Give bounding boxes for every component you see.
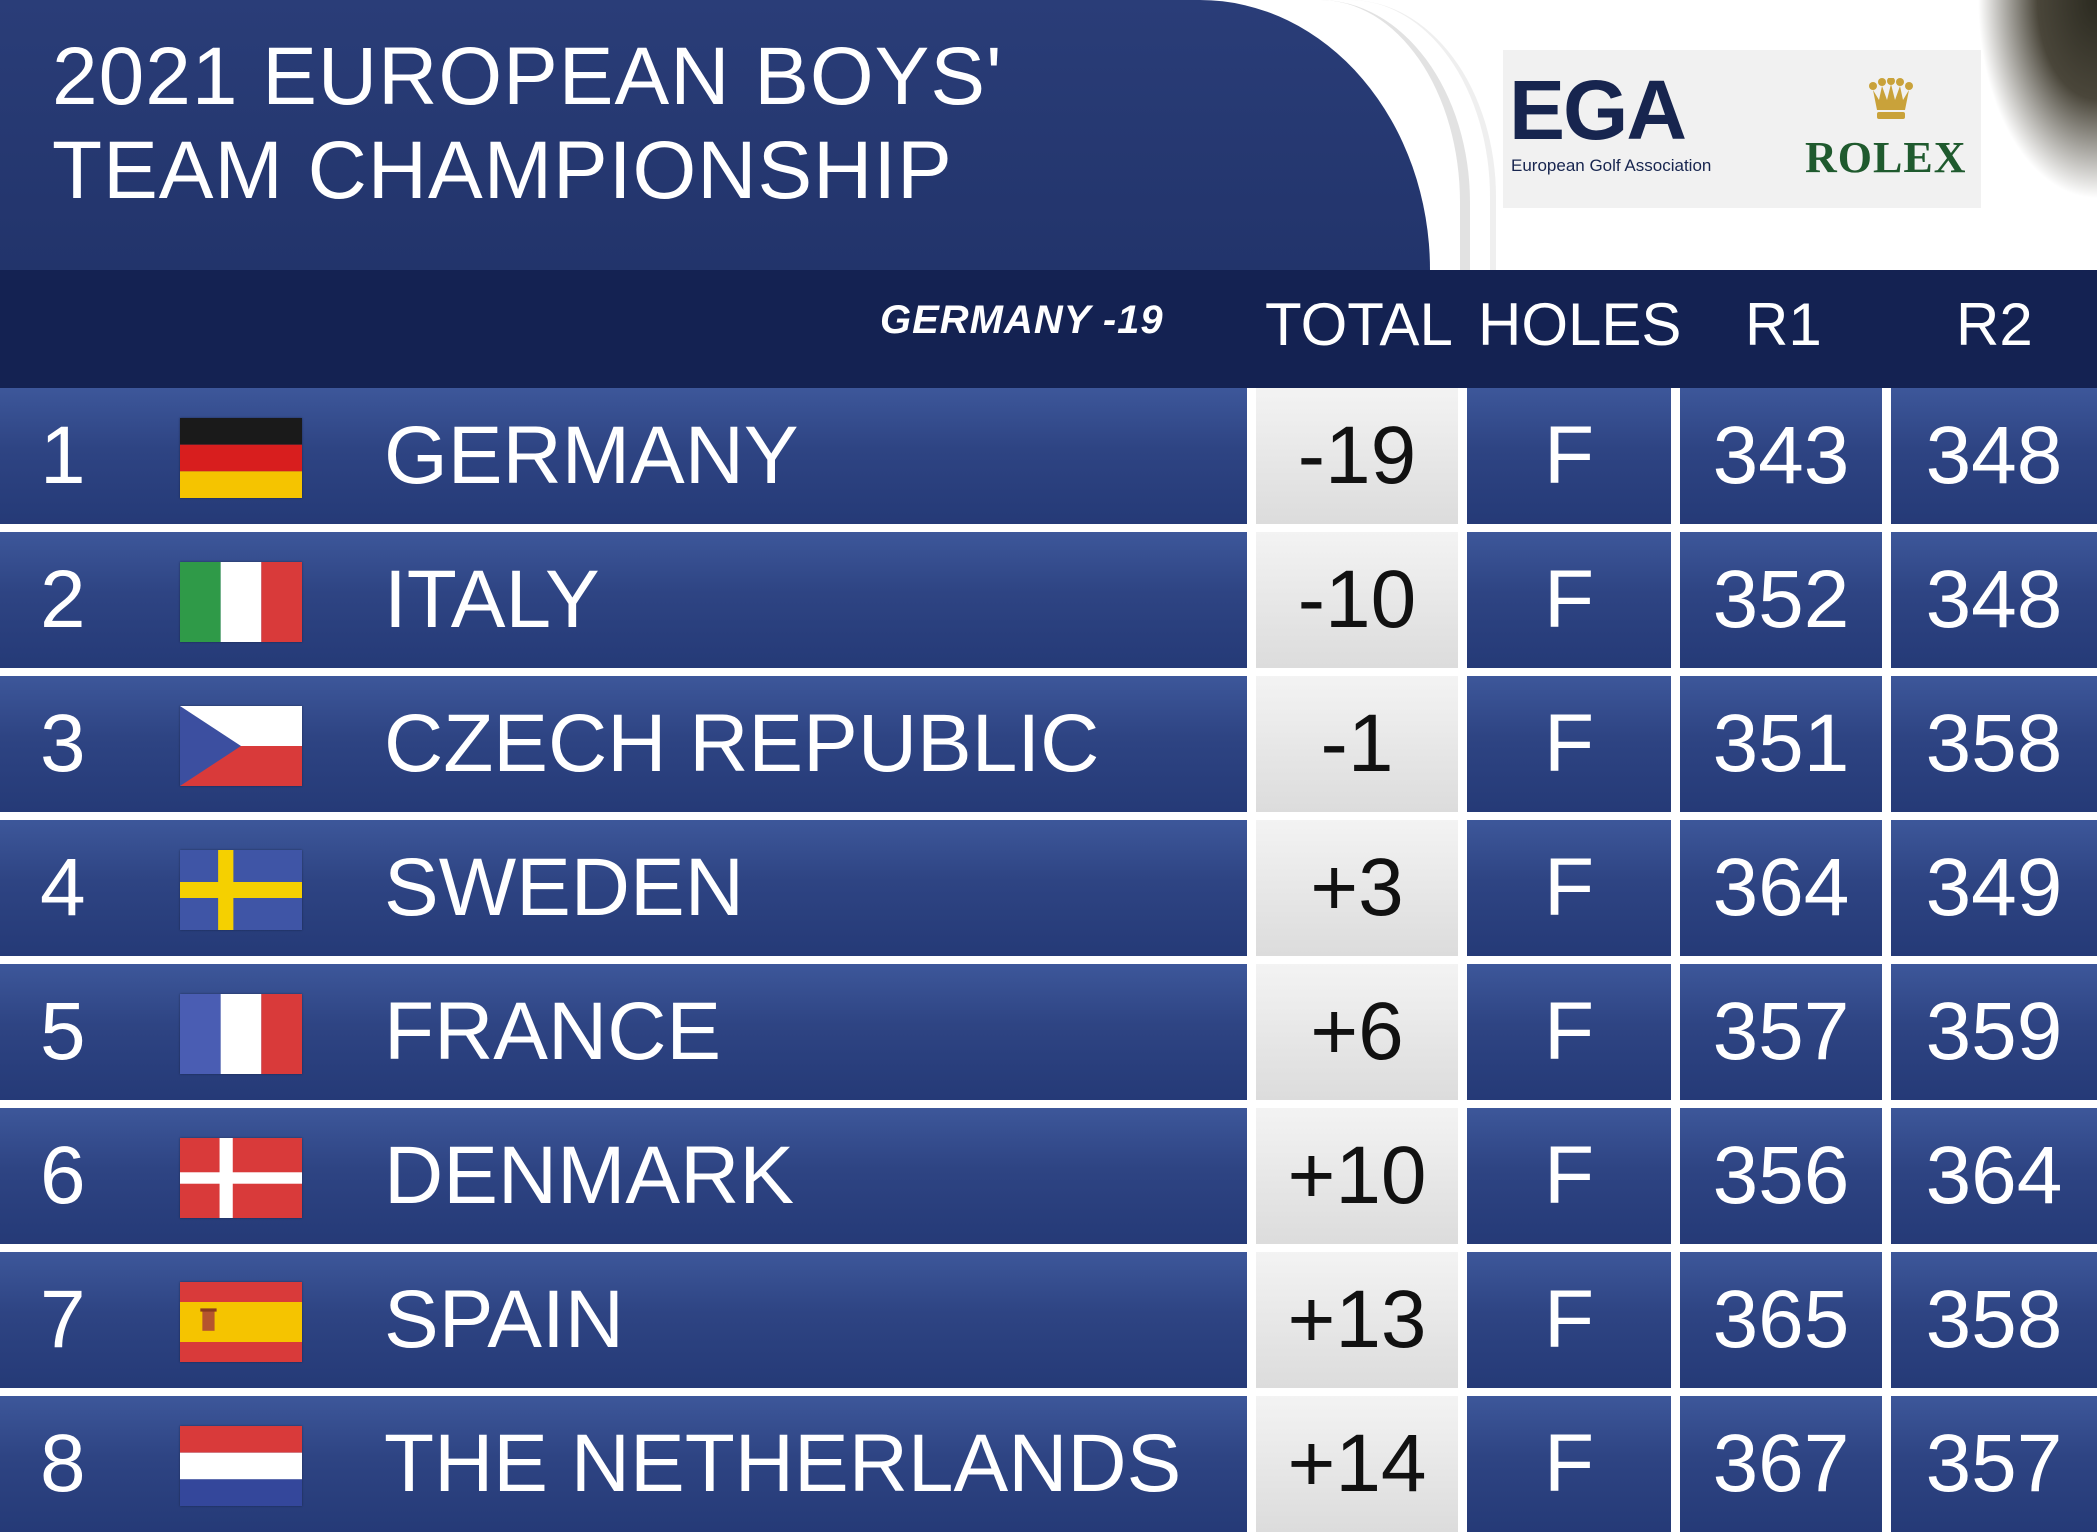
title-panel xyxy=(0,0,1430,270)
round-1-score: 367 xyxy=(1680,1396,1882,1532)
round-1-score: 352 xyxy=(1680,532,1882,668)
total-score: +13 xyxy=(1256,1252,1458,1388)
holes-status: F xyxy=(1467,964,1671,1100)
position: 7 xyxy=(40,1274,86,1365)
holes-status: F xyxy=(1467,1252,1671,1388)
total-score: +14 xyxy=(1256,1396,1458,1532)
column-r2: R2 xyxy=(1956,291,2033,358)
round-2-score: 348 xyxy=(1891,532,2097,668)
czech-republic-flag-icon xyxy=(180,706,302,786)
sweden-flag-icon xyxy=(180,850,302,930)
team-cell: 1 GERMANY xyxy=(0,388,1247,524)
team-cell: 6 DENMARK xyxy=(0,1108,1247,1244)
round-1-score: 364 xyxy=(1680,820,1882,956)
total-score: -1 xyxy=(1256,676,1458,812)
total-score: +6 xyxy=(1256,964,1458,1100)
germany-flag-icon xyxy=(180,418,302,498)
table-row: 2 ITALY -10 F 352 348 xyxy=(0,532,2097,668)
holes-status: F xyxy=(1467,1396,1671,1532)
round-2-score: 357 xyxy=(1891,1396,2097,1532)
title-line-2: TEAM CHAMPIONSHIP xyxy=(52,125,953,216)
holes-status: F xyxy=(1467,676,1671,812)
position: 3 xyxy=(40,698,86,789)
title-line-1: 2021 EUROPEAN BOYS' xyxy=(52,31,1003,122)
column-holes: HOLES xyxy=(1478,291,1682,358)
round-2-score: 358 xyxy=(1891,1252,2097,1388)
table-row: 1 GERMANY -19 F 343 348 xyxy=(0,388,2097,524)
round-2-score: 364 xyxy=(1891,1108,2097,1244)
netherlands-flag-icon xyxy=(180,1426,302,1506)
rolex-crown-icon xyxy=(1869,78,1913,119)
team-name: FRANCE xyxy=(384,986,722,1077)
total-score: -10 xyxy=(1256,532,1458,668)
holes-status: F xyxy=(1467,532,1671,668)
table-row: 6 DENMARK +10 F 356 364 xyxy=(0,1108,2097,1244)
corner-image xyxy=(1977,0,2097,200)
round-2-score: 349 xyxy=(1891,820,2097,956)
team-cell: 4 SWEDEN xyxy=(0,820,1247,956)
team-cell: 7 SPAIN xyxy=(0,1252,1247,1388)
total-score: +10 xyxy=(1256,1108,1458,1244)
table-row: 3 CZECH REPUBLIC -1 F 351 358 xyxy=(0,676,2097,812)
header: 2021 EUROPEAN BOYS' TEAM CHAMPIONSHIP EG… xyxy=(0,0,2097,270)
team-name: SPAIN xyxy=(384,1274,624,1365)
position: 5 xyxy=(40,986,86,1077)
round-2-score: 359 xyxy=(1891,964,2097,1100)
holes-status: F xyxy=(1467,388,1671,524)
team-cell: 5 FRANCE xyxy=(0,964,1247,1100)
team-name: GERMANY xyxy=(384,410,799,501)
france-flag-icon xyxy=(180,994,302,1074)
column-r1: R1 xyxy=(1745,291,1822,358)
team-name: DENMARK xyxy=(384,1130,795,1221)
team-cell: 2 ITALY xyxy=(0,532,1247,668)
page-title: 2021 EUROPEAN BOYS' TEAM CHAMPIONSHIP xyxy=(52,30,1152,218)
table-row: 5 FRANCE +6 F 357 359 xyxy=(0,964,2097,1100)
position: 6 xyxy=(40,1130,86,1221)
holes-status: F xyxy=(1467,820,1671,956)
rolex-logo: ROLEX xyxy=(1805,133,1967,182)
column-total: TOTAL xyxy=(1265,291,1453,358)
team-name: SWEDEN xyxy=(384,842,744,933)
position: 4 xyxy=(40,842,86,933)
column-header: GERMANY -19 TOTAL HOLES R1 R2 xyxy=(0,270,2097,388)
team-cell: 8 THE NETHERLANDS xyxy=(0,1396,1247,1532)
sponsor-logos: EGA European Golf Association ROLEX xyxy=(1503,50,1981,208)
table-row: 4 SWEDEN +3 F 364 349 xyxy=(0,820,2097,956)
italy-flag-icon xyxy=(180,562,302,642)
decorative-swoosh xyxy=(1350,0,1496,270)
table-row: 8 THE NETHERLANDS +14 F 367 357 xyxy=(0,1396,2097,1532)
total-score: +3 xyxy=(1256,820,1458,956)
team-name: THE NETHERLANDS xyxy=(384,1418,1182,1509)
round-1-score: 356 xyxy=(1680,1108,1882,1244)
leader-label: GERMANY -19 xyxy=(880,298,1164,342)
table-row: 7 SPAIN +13 F 365 358 xyxy=(0,1252,2097,1388)
round-1-score: 357 xyxy=(1680,964,1882,1100)
total-score: -19 xyxy=(1256,388,1458,524)
team-name: ITALY xyxy=(384,554,600,645)
ega-logo: EGA xyxy=(1509,63,1687,157)
spain-flag-icon xyxy=(180,1282,302,1362)
team-cell: 3 CZECH REPUBLIC xyxy=(0,676,1247,812)
round-1-score: 365 xyxy=(1680,1252,1882,1388)
team-name: CZECH REPUBLIC xyxy=(384,698,1100,789)
denmark-flag-icon xyxy=(180,1138,302,1218)
position: 8 xyxy=(40,1418,86,1509)
ega-logo-subtitle: European Golf Association xyxy=(1511,156,1712,175)
position: 2 xyxy=(40,554,86,645)
position: 1 xyxy=(40,410,86,501)
round-2-score: 348 xyxy=(1891,388,2097,524)
round-1-score: 343 xyxy=(1680,388,1882,524)
holes-status: F xyxy=(1467,1108,1671,1244)
round-2-score: 358 xyxy=(1891,676,2097,812)
round-1-score: 351 xyxy=(1680,676,1882,812)
